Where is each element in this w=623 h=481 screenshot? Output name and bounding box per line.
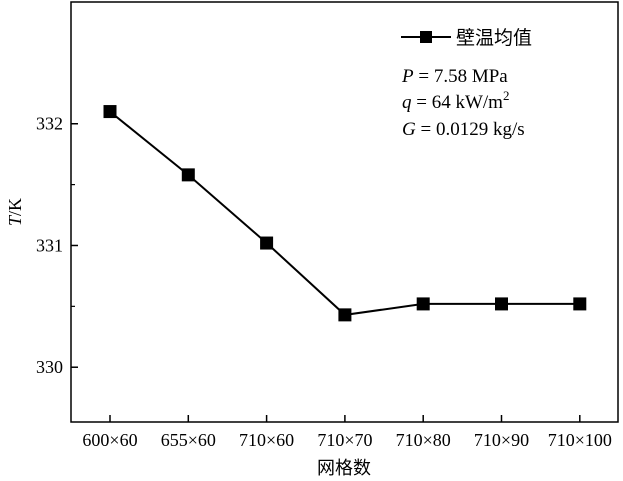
y-ticks: 330 331 332: [36, 114, 78, 377]
annotation-pressure: P = 7.58 MPa: [401, 66, 508, 87]
data-point: [181, 168, 195, 182]
data-point: [495, 297, 508, 311]
annotation-heat-flux: q = 64 kW/m2: [402, 88, 509, 113]
y-tick-label: 332: [36, 114, 63, 134]
x-tick-label: 710×100: [548, 430, 612, 450]
y-axis-title: T/K: [5, 198, 25, 226]
y-tick-label: 331: [36, 235, 63, 255]
x-tick-label: 710×70: [317, 430, 372, 450]
axes: [70, 1, 619, 423]
x-axis-title: 网格数: [317, 458, 371, 479]
x-tick-label: 710×80: [396, 430, 451, 450]
data-point: [338, 308, 352, 322]
data-point: [573, 297, 587, 311]
x-tick-label: 710×60: [239, 430, 294, 450]
x-tick-label: 600×60: [82, 430, 137, 450]
x-tick-label: 710×90: [474, 430, 529, 450]
plot-frame: [70, 1, 619, 423]
y-tick-label: 330: [36, 357, 63, 377]
annotation-block: P = 7.58 MPa q = 64 kW/m2 G = 0.0129 kg/…: [401, 66, 525, 140]
legend-label: 壁温均值: [456, 27, 532, 49]
legend: 壁温均值: [401, 27, 532, 49]
series-line: [109, 110, 580, 316]
data-point: [416, 297, 430, 311]
x-ticks: 600×60 655×60 710×60 710×70 710×80 710×90 710×…: [82, 415, 612, 450]
data-point: [103, 105, 117, 119]
data-point: [260, 236, 274, 250]
series-layer: [103, 105, 587, 322]
legend-marker: [420, 31, 432, 43]
annotation-mass-flow: G = 0.0129 kg/s: [402, 119, 525, 140]
x-tick-label: 655×60: [161, 430, 216, 450]
y-axis-title-unit: /K: [5, 198, 25, 216]
y-axis-title-var: T: [5, 214, 25, 226]
